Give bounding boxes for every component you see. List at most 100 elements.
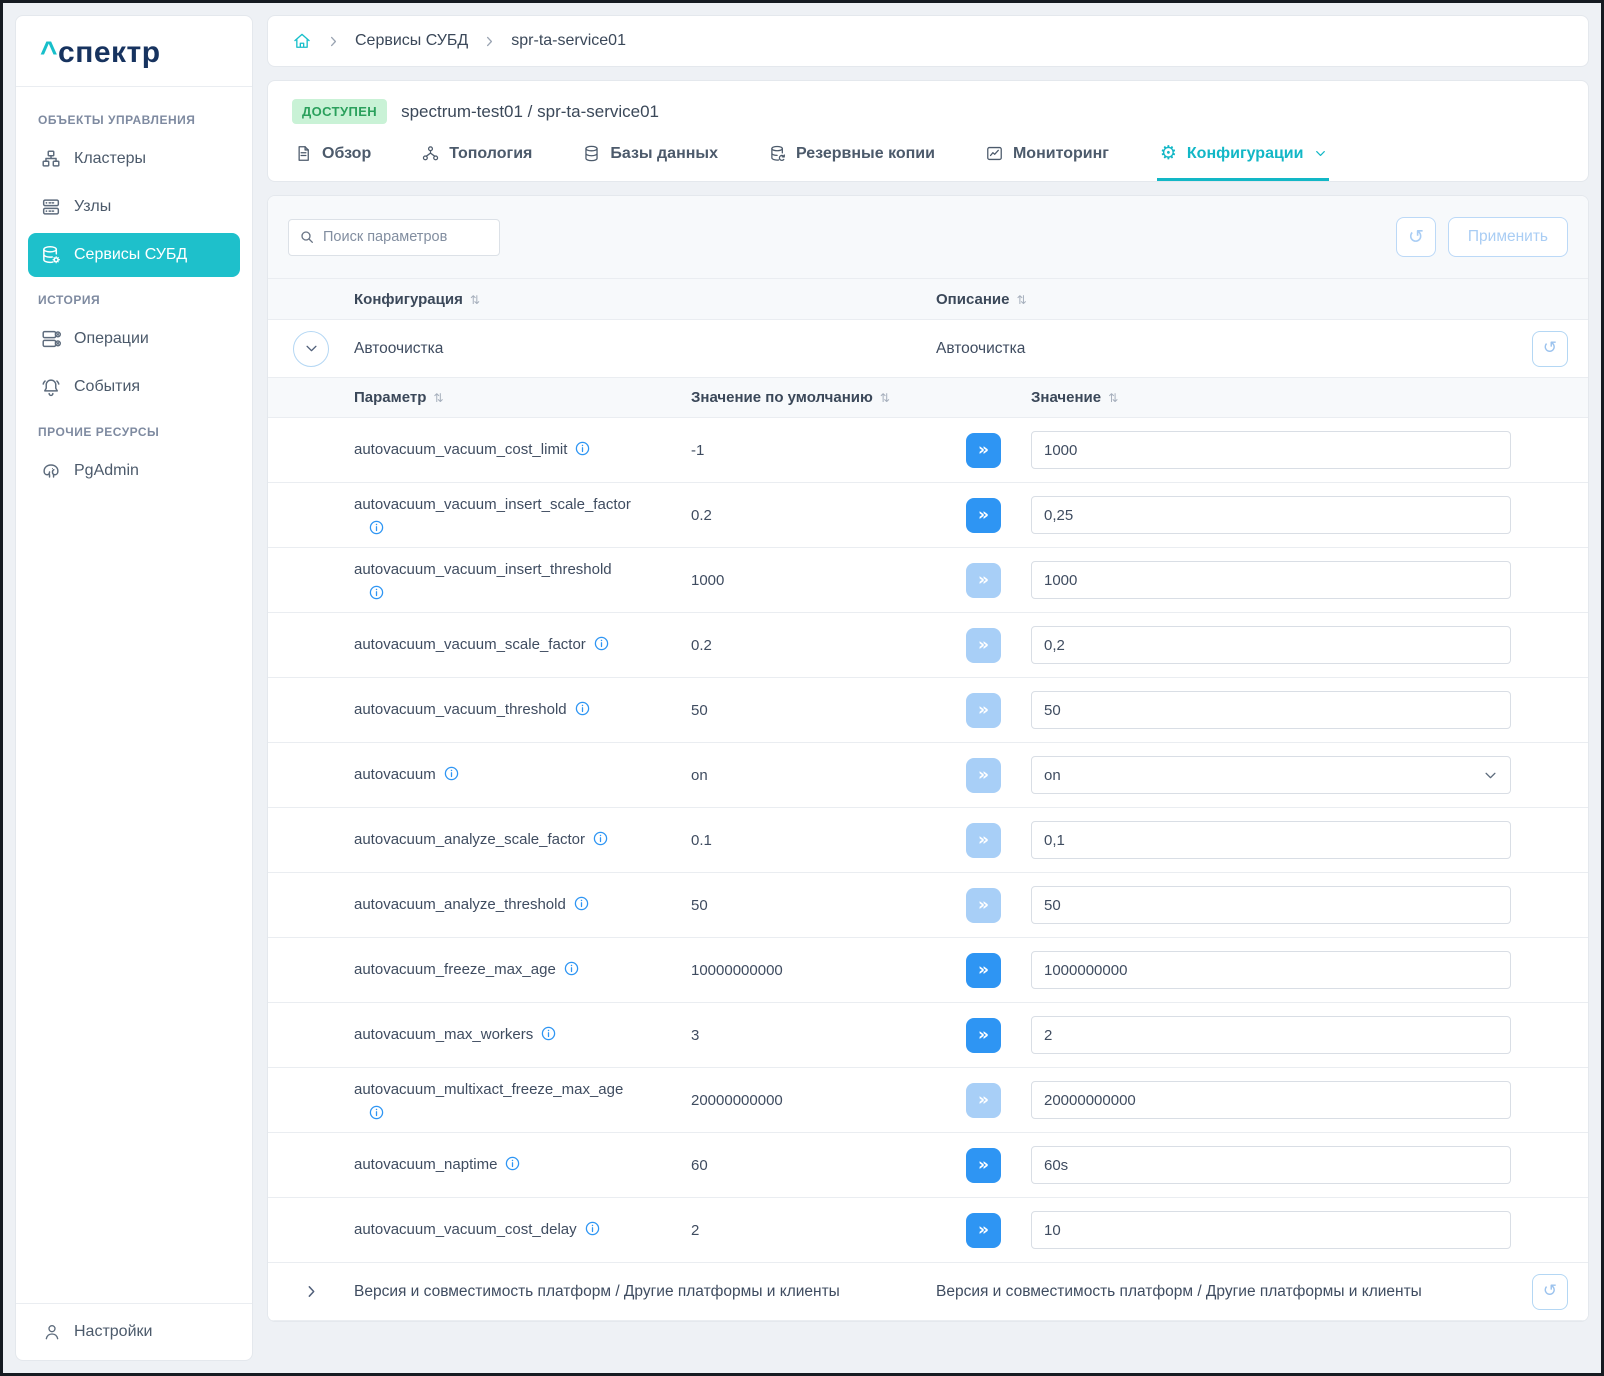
- info-icon[interactable]: [540, 1025, 557, 1042]
- sidebar-item-clusters[interactable]: Кластеры: [28, 137, 240, 181]
- group-row: Версия и совместимость платформ / Другие…: [268, 1263, 1588, 1321]
- param-name: autovacuum_analyze_threshold: [354, 896, 566, 913]
- sidebar-item-settings[interactable]: Настройки: [16, 1303, 252, 1360]
- sidebar-item-nodes[interactable]: Узлы: [28, 185, 240, 229]
- sidebar-item-events[interactable]: События: [28, 365, 240, 409]
- value-input[interactable]: [1031, 1016, 1511, 1054]
- apply-button[interactable]: Применить: [1448, 217, 1568, 257]
- value-input[interactable]: [1031, 886, 1511, 924]
- search-input[interactable]: [323, 229, 510, 245]
- value-input[interactable]: [1031, 821, 1511, 859]
- refresh-button[interactable]: ↺: [1396, 217, 1436, 257]
- value-input[interactable]: [1031, 626, 1511, 664]
- info-icon[interactable]: [574, 700, 591, 717]
- sidebar-item-label: События: [74, 378, 140, 396]
- group-reset-button[interactable]: ↺: [1532, 1274, 1568, 1310]
- param-name: autovacuum_vacuum_threshold: [354, 701, 567, 718]
- push-default-button[interactable]: »: [966, 1083, 1001, 1118]
- value-input[interactable]: [1031, 691, 1511, 729]
- value-input[interactable]: [1031, 1146, 1511, 1184]
- group-expand-button[interactable]: [293, 1274, 329, 1310]
- push-default-button[interactable]: »: [966, 1213, 1001, 1248]
- info-icon[interactable]: [573, 895, 590, 912]
- value-input[interactable]: [1031, 951, 1511, 989]
- param-row: autovacuum_vacuum_threshold50»: [268, 678, 1588, 743]
- info-icon[interactable]: [443, 765, 460, 782]
- info-icon[interactable]: [574, 440, 591, 457]
- value-input[interactable]: [1031, 561, 1511, 599]
- sidebar-item-pgadmin[interactable]: PgAdmin: [28, 449, 240, 493]
- param-default-value: 3: [691, 1027, 966, 1044]
- push-default-button[interactable]: »: [966, 888, 1001, 923]
- push-default-button[interactable]: »: [966, 628, 1001, 663]
- tab-document[interactable]: Обзор: [292, 132, 373, 181]
- info-icon[interactable]: [368, 519, 385, 536]
- sort-icon[interactable]: ⇅: [1108, 391, 1118, 405]
- events-icon: [40, 376, 62, 398]
- push-default-button[interactable]: »: [966, 693, 1001, 728]
- push-default-button[interactable]: »: [966, 1018, 1001, 1053]
- chevron-down-icon: [304, 341, 319, 356]
- tab-database[interactable]: Базы данных: [580, 132, 720, 181]
- value-input[interactable]: [1031, 496, 1511, 534]
- push-default-button[interactable]: »: [966, 823, 1001, 858]
- sidebar-item-operations[interactable]: Операции: [28, 317, 240, 361]
- column-description: Описание⇅: [936, 291, 1512, 308]
- value-select-text: on: [1044, 767, 1061, 784]
- tab-topology[interactable]: Топология: [419, 132, 534, 181]
- tab-monitoring[interactable]: Мониторинг: [983, 132, 1111, 181]
- clusters-icon: [40, 148, 62, 170]
- param-row: autovacuum_multixact_freeze_max_age 20000…: [268, 1068, 1588, 1133]
- info-icon[interactable]: [584, 1220, 601, 1237]
- group-reset-button[interactable]: ↺: [1532, 331, 1568, 367]
- home-icon[interactable]: [292, 31, 312, 51]
- operations-icon: [40, 328, 62, 350]
- group-collapse-button[interactable]: [293, 331, 329, 367]
- group-name: Автоочистка: [354, 340, 936, 358]
- info-icon[interactable]: [368, 584, 385, 601]
- info-icon[interactable]: [592, 830, 609, 847]
- param-row: autovacuum_naptime60»: [268, 1133, 1588, 1198]
- param-default-value: 10000000000: [691, 962, 966, 979]
- value-input[interactable]: [1031, 1211, 1511, 1249]
- param-row: autovacuum_vacuum_insert_threshold1000»: [268, 548, 1588, 613]
- param-row: autovacuum_vacuum_cost_limit-1»: [268, 418, 1588, 483]
- sidebar-item-label: Сервисы СУБД: [74, 246, 187, 264]
- info-icon[interactable]: [593, 635, 610, 652]
- chevron-right-icon: [483, 35, 496, 48]
- tab-backup[interactable]: Резервные копии: [766, 132, 937, 181]
- push-default-button[interactable]: »: [966, 953, 1001, 988]
- info-icon[interactable]: [368, 1104, 385, 1121]
- sort-icon[interactable]: ⇅: [433, 391, 443, 405]
- sidebar: ^спектр ОБЪЕКТЫ УПРАВЛЕНИЯКластерыУзлыСе…: [15, 15, 253, 1361]
- breadcrumb-item[interactable]: Сервисы СУБД: [355, 32, 468, 50]
- sort-icon[interactable]: ⇅: [1016, 293, 1026, 307]
- info-icon[interactable]: [504, 1155, 521, 1172]
- info-icon[interactable]: [563, 960, 580, 977]
- push-default-button[interactable]: »: [966, 433, 1001, 468]
- param-default-value: 1000: [691, 572, 966, 589]
- page-title: spectrum-test01 / spr-ta-service01: [401, 102, 659, 122]
- push-default-button[interactable]: »: [966, 498, 1001, 533]
- sidebar-item-db-services[interactable]: Сервисы СУБД: [28, 233, 240, 277]
- sidebar-item-label: PgAdmin: [74, 462, 139, 480]
- push-default-button[interactable]: »: [966, 563, 1001, 598]
- param-name: autovacuum_multixact_freeze_max_age: [354, 1081, 623, 1098]
- db-services-icon: [40, 244, 62, 266]
- sort-icon[interactable]: ⇅: [470, 293, 480, 307]
- push-default-button[interactable]: »: [966, 758, 1001, 793]
- sort-icon[interactable]: ⇅: [880, 391, 890, 405]
- tab-label: Конфигурации: [1187, 145, 1304, 163]
- value-input[interactable]: [1031, 431, 1511, 469]
- param-default-value: on: [691, 767, 966, 784]
- column-default: Значение по умолчанию⇅: [691, 389, 966, 406]
- logo-caret-icon: ^: [40, 36, 58, 69]
- breadcrumb-item: spr-ta-service01: [511, 32, 626, 50]
- param-default-value: 20000000000: [691, 1092, 966, 1109]
- param-name: autovacuum: [354, 766, 436, 783]
- tab-gear[interactable]: ⚙Конфигурации: [1157, 132, 1330, 181]
- value-input[interactable]: [1031, 1081, 1511, 1119]
- value-select[interactable]: on: [1031, 756, 1511, 794]
- sidebar-nav: ОБЪЕКТЫ УПРАВЛЕНИЯКластерыУзлыСервисы СУ…: [16, 87, 252, 497]
- push-default-button[interactable]: »: [966, 1148, 1001, 1183]
